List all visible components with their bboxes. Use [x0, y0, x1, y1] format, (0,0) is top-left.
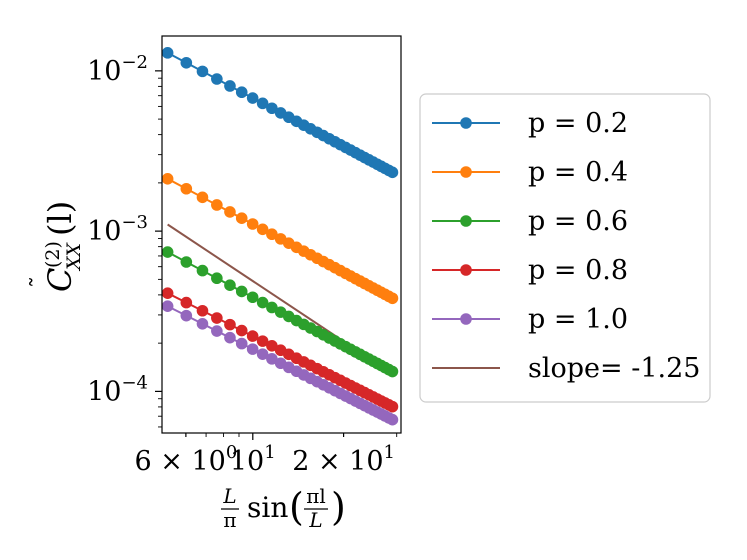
x-label-num: L: [222, 484, 236, 508]
data-point: [256, 296, 269, 309]
data-point: [246, 291, 259, 304]
y-tick-label: 10−2: [87, 52, 148, 87]
x-tick-label: 2 × 101: [292, 442, 395, 477]
data-point: [196, 264, 209, 277]
x-axis-label: Lπ sin(πlL): [221, 484, 346, 532]
data-point: [161, 246, 174, 258]
data-point: [256, 223, 269, 236]
data-point: [266, 301, 278, 314]
data-point: [180, 296, 193, 309]
data-point: [180, 256, 193, 268]
data-point: [235, 337, 248, 350]
legend-label: p = 0.4: [528, 157, 628, 188]
x-label-den: π: [223, 508, 236, 532]
data-point: [235, 86, 248, 99]
data-point: [161, 287, 174, 299]
legend-label: p = 0.8: [528, 255, 628, 286]
series-2: [161, 246, 399, 378]
y-axis-label: C˜ (2) XX (l): [26, 201, 85, 292]
data-point: [386, 413, 399, 426]
legend-label: p = 0.6: [528, 206, 628, 237]
legend-marker: [460, 166, 472, 178]
legend-entry: p = 0.4: [432, 157, 628, 188]
legend-label: p = 1.0: [528, 304, 628, 335]
x-label-lparen: (: [289, 485, 304, 529]
legend-label: p = 0.2: [528, 108, 628, 139]
y-label-argument: (l): [41, 201, 79, 236]
data-point: [196, 65, 209, 78]
legend-entry: p = 0.6: [432, 206, 628, 237]
x-label-num2: πl: [306, 484, 326, 508]
data-point: [161, 173, 174, 185]
x-tick-label: 101: [230, 442, 276, 477]
data-layer: [161, 47, 399, 426]
legend-marker: [460, 117, 472, 129]
y-tick-label: 10−3: [87, 212, 148, 247]
data-point: [196, 317, 209, 330]
data-point: [224, 80, 236, 92]
legend-marker: [460, 264, 472, 276]
legend-marker: [460, 215, 472, 227]
data-point: [266, 353, 278, 365]
data-point: [196, 304, 209, 317]
y-label-subscript: XX: [63, 241, 85, 272]
data-point: [266, 340, 278, 352]
data-point: [161, 300, 174, 313]
legend-entry: p = 0.2: [432, 108, 628, 139]
data-point: [235, 212, 248, 224]
x-label-den2: L: [308, 508, 322, 532]
data-point: [266, 228, 278, 241]
plot-frame: [161, 35, 402, 434]
y-axis-label-text: C˜ (2) XX (l): [26, 201, 85, 292]
x-label-rparen: ): [331, 485, 346, 529]
data-point: [246, 92, 259, 104]
data-point: [180, 56, 193, 69]
legend-entry: p = 1.0: [432, 304, 628, 335]
data-point: [246, 330, 259, 342]
data-point: [180, 182, 193, 195]
data-point: [211, 325, 223, 337]
data-point: [386, 292, 399, 305]
legend-marker: [460, 313, 472, 325]
data-point: [386, 166, 399, 179]
legend: p = 0.2 p = 0.4 p = 0.6 p = 0.8 p = 1.0 slope…: [419, 93, 711, 403]
data-point: [211, 272, 223, 285]
data-point: [211, 312, 223, 324]
data-point: [386, 365, 399, 378]
series-1: [161, 173, 399, 305]
data-point: [266, 102, 278, 115]
legend-entry: p = 0.8: [432, 255, 628, 286]
data-point: [224, 279, 236, 291]
y-label-symbol: C: [41, 268, 79, 292]
series-0: [161, 47, 399, 179]
series-4: [161, 300, 399, 426]
data-point: [224, 206, 236, 218]
data-point: [386, 400, 399, 413]
y-label-superscript: (2): [42, 241, 64, 268]
legend-label: slope= -1.25: [528, 353, 700, 384]
data-point: [196, 191, 209, 204]
series-3: [161, 287, 399, 413]
data-point: [235, 285, 248, 298]
data-point: [224, 318, 236, 331]
y-tick-label: 10−4: [87, 372, 148, 407]
data-point: [161, 47, 174, 59]
data-point: [224, 331, 236, 344]
y-label-tilde: ˜: [26, 276, 54, 288]
x-label-sin: sin: [247, 491, 288, 524]
data-point: [211, 199, 223, 211]
x-tick-label: 6 × 100: [134, 442, 237, 477]
data-point: [256, 335, 269, 347]
data-point: [246, 218, 259, 230]
data-point: [180, 309, 193, 322]
data-point: [211, 73, 223, 85]
data-point: [246, 343, 259, 355]
data-point: [256, 348, 269, 360]
data-point: [235, 324, 248, 337]
legend-entry: slope= -1.25: [432, 353, 700, 384]
data-point: [256, 97, 269, 110]
